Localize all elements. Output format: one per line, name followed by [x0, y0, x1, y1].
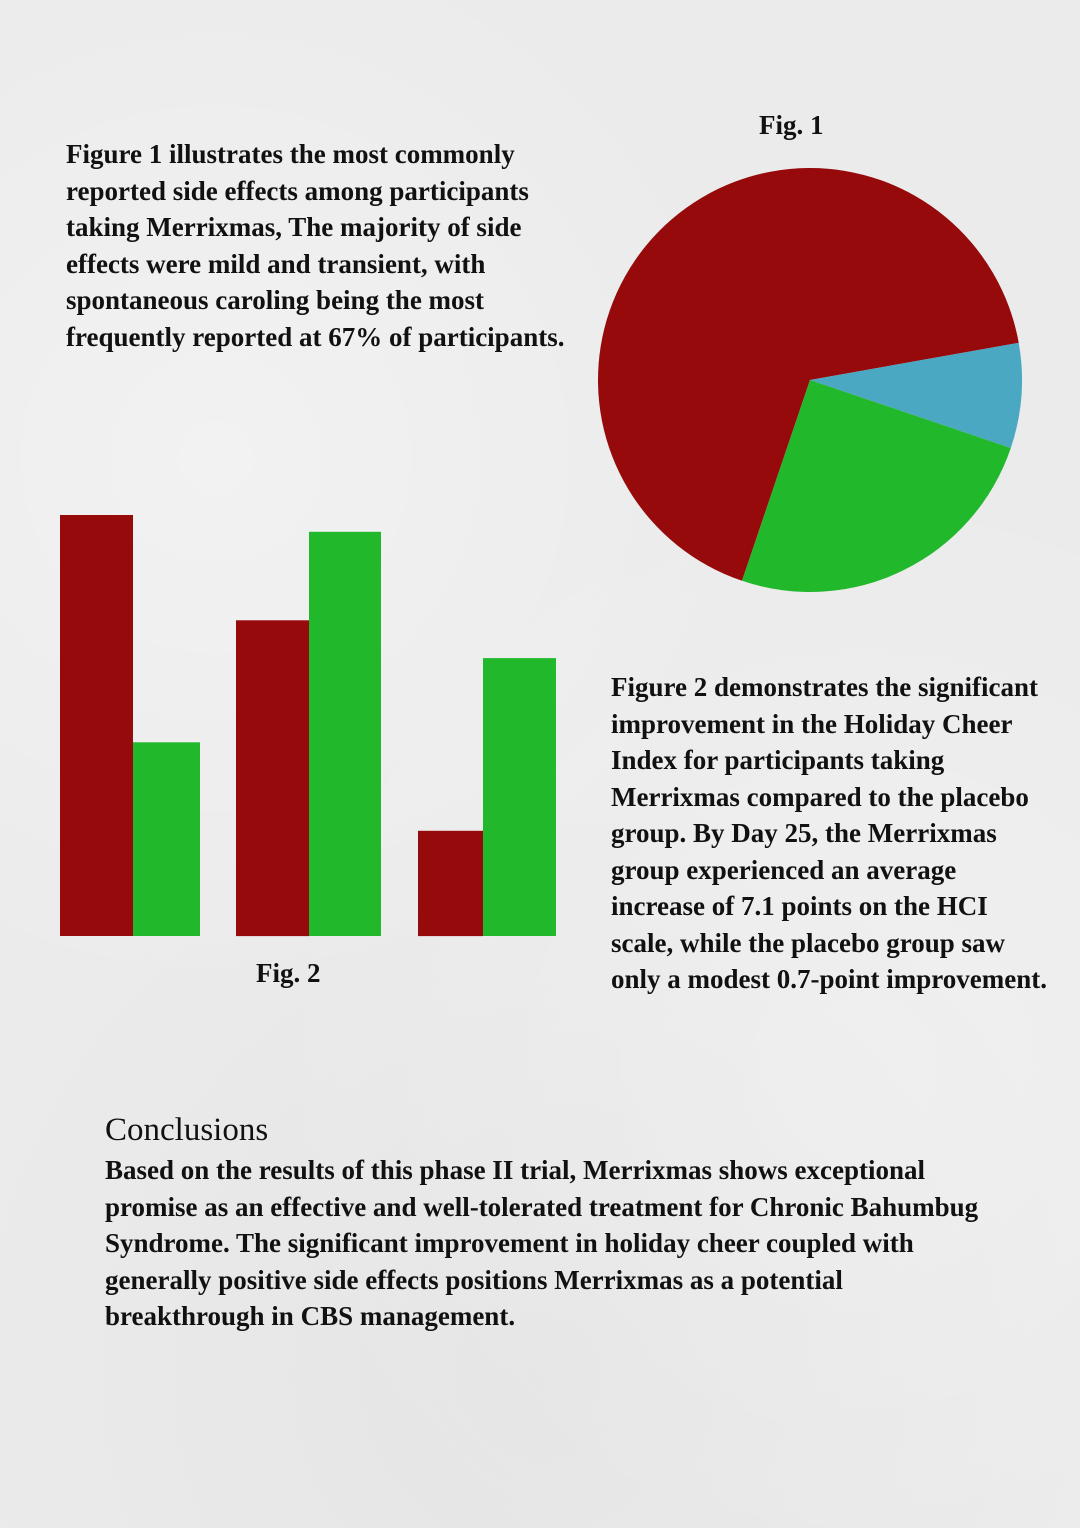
fig1-pie-chart — [597, 168, 1022, 593]
conclusions-heading: Conclusions — [105, 1112, 269, 1148]
fig2-caption: Fig. 2 — [256, 958, 321, 988]
fig1-caption: Fig. 1 — [759, 110, 824, 140]
bar-group-2-series-2 — [309, 531, 381, 936]
fig2-bar-chart — [60, 515, 556, 937]
bar-group-2-series-1 — [236, 620, 309, 937]
bar-group-3-series-2 — [483, 658, 556, 936]
pie-slice-1 — [597, 168, 1019, 581]
fig2-paragraph: Figure 2 demonstrates the significant im… — [611, 672, 1047, 994]
bar-group-3-series-1 — [418, 830, 483, 937]
bar-group-1-series-1 — [60, 515, 133, 936]
pie-slice-3 — [742, 380, 1011, 593]
pie-slice-2 — [810, 342, 1022, 448]
conclusions-paragraph: Based on the results of this phase II tr… — [105, 1155, 979, 1331]
intro-paragraph: Figure 1 illustrates the most commonly r… — [66, 139, 565, 352]
bar-group-1-series-2 — [133, 742, 200, 936]
